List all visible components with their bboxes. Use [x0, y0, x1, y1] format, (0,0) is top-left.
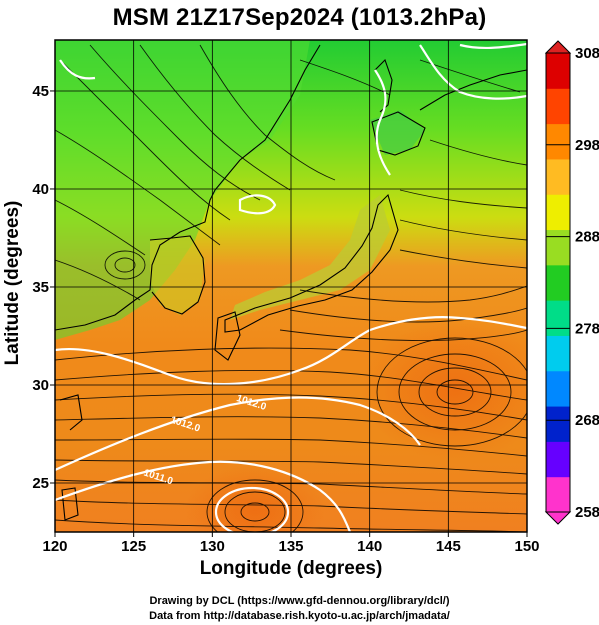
y-axis-label: Latitude (degrees) [2, 200, 23, 366]
land-hokkaido [370, 110, 425, 155]
x-tick-label: 120 [42, 538, 67, 555]
x-tick-label: 140 [357, 538, 382, 555]
land-japan-honshu [230, 195, 390, 320]
x-tick-label: 135 [278, 538, 303, 555]
graticule [55, 40, 527, 532]
x-tick-label: 125 [121, 538, 146, 555]
warm-core-south [185, 465, 325, 532]
wind-streamlines [55, 44, 527, 532]
credit-drawing: Drawing by DCL (https://www.gfd-dennou.o… [149, 595, 450, 607]
x-tick-label: 130 [200, 538, 225, 555]
y-tick-label: 35 [32, 279, 49, 296]
coastlines [55, 44, 527, 521]
y-tick-label: 30 [32, 377, 49, 394]
y-tick-label: 45 [32, 83, 49, 100]
land-korea [150, 235, 205, 315]
land-continent [55, 40, 310, 340]
warm-core-typhoon [360, 320, 527, 460]
x-axis-label: Longitude (degrees) [199, 558, 383, 579]
y-tick-label: 25 [32, 475, 49, 492]
credit-data: Data from http://database.rish.kyoto-u.a… [149, 610, 450, 622]
x-tick-label: 150 [514, 538, 539, 555]
pressure-contours [55, 42, 527, 532]
y-tick-label: 40 [32, 181, 49, 198]
x-tick-label: 145 [436, 538, 461, 555]
chart-title: MSM 21Z17Sep2024 (1013.2hPa) [112, 4, 487, 31]
